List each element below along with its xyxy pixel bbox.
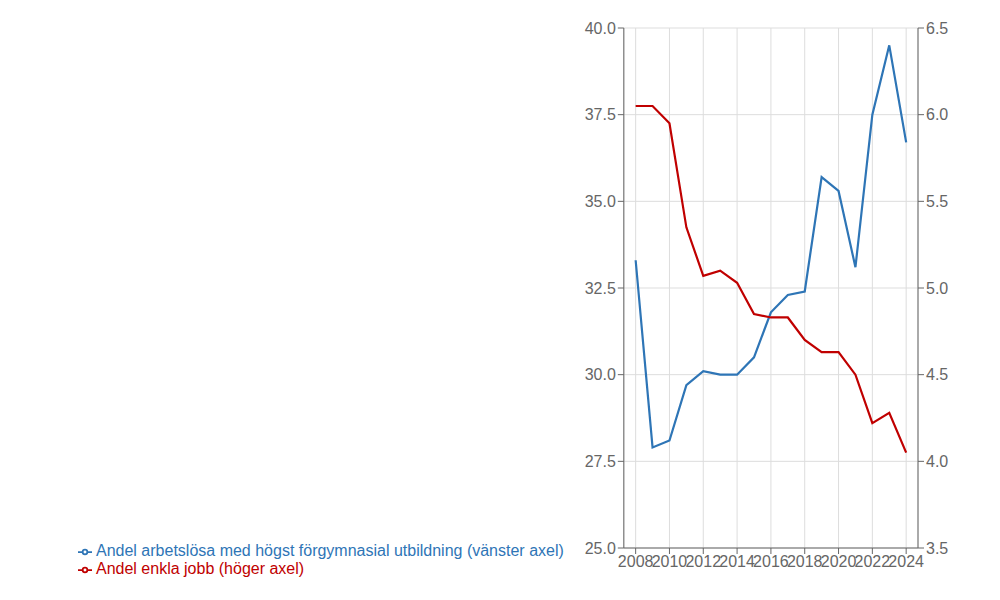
svg-text:37.5: 37.5 (585, 106, 616, 123)
svg-text:3.5: 3.5 (926, 540, 948, 557)
svg-text:2024: 2024 (888, 553, 924, 570)
html-text:Andel arbetslösa med högst för: Andel arbetslösa med högst förgymnasial … (96, 542, 564, 559)
svg-text:30.0: 30.0 (585, 366, 616, 383)
svg-text:2020: 2020 (821, 553, 857, 570)
svg-text:2012: 2012 (685, 553, 721, 570)
svg-text:6.5: 6.5 (926, 20, 948, 37)
svg-text:2010: 2010 (652, 553, 688, 570)
svg-text:2022: 2022 (855, 553, 891, 570)
svg-text:32.5: 32.5 (585, 280, 616, 297)
svg-text:4.0: 4.0 (926, 453, 948, 470)
svg-text:25.0: 25.0 (585, 540, 616, 557)
svg-text:2008: 2008 (618, 553, 654, 570)
svg-text:5.5: 5.5 (926, 193, 948, 210)
html-text:Andel enkla jobb (höger axel): Andel enkla jobb (höger axel) (96, 560, 305, 577)
svg-text:27.5: 27.5 (585, 453, 616, 470)
svg-text:5.0: 5.0 (926, 280, 948, 297)
svg-text:40.0: 40.0 (585, 20, 616, 37)
svg-text:2016: 2016 (753, 553, 789, 570)
svg-text:4.5: 4.5 (926, 366, 948, 383)
svg-text:2018: 2018 (787, 553, 823, 570)
svg-text:35.0: 35.0 (585, 193, 616, 210)
svg-text:6.0: 6.0 (926, 106, 948, 123)
svg-text:2014: 2014 (719, 553, 755, 570)
